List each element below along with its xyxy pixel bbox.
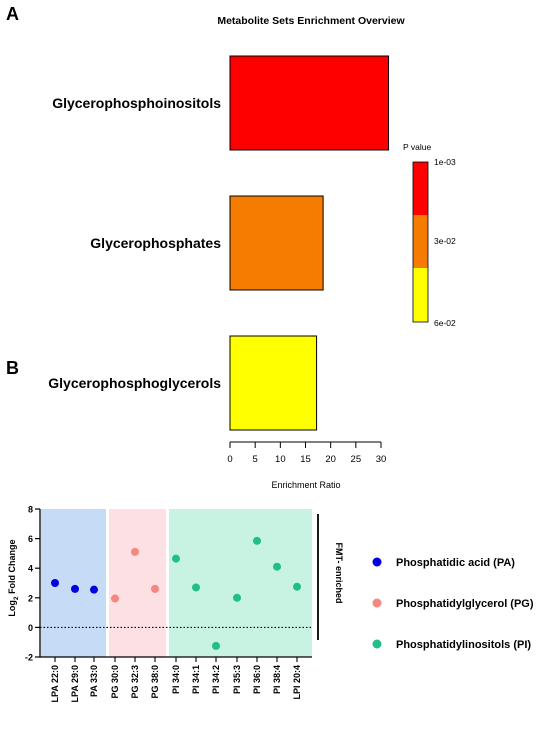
y-tick-label: 6: [28, 534, 33, 544]
x-tick-label: PI 34:0: [171, 665, 181, 694]
legend-marker-pg: [372, 598, 382, 608]
data-point-pi-34-1: [192, 583, 200, 592]
legend-label-pa: Phosphatidic acid (PA): [396, 557, 515, 569]
chart-a-colorbar: 1e-03 3e-02 6e-02: [412, 157, 456, 328]
x-tick-label: PG 30:0: [110, 665, 120, 699]
chart-a-title: Metabolite Sets Enrichment Overview: [217, 15, 405, 27]
category-label: Glycerophosphates: [90, 235, 221, 251]
chart-b-y-axis-title: Log2 Fold Change: [7, 539, 20, 616]
y-tick-label: -2: [25, 653, 33, 663]
colorbar-segment: [413, 162, 428, 215]
legend-marker-pa: [372, 557, 382, 567]
colorbar-segment: [413, 268, 428, 322]
data-point-pi-38-4: [273, 562, 281, 571]
y-tick-label: 2: [28, 593, 33, 603]
colorbar-title: P value: [403, 142, 431, 152]
category-label: Glycerophosphoglycerols: [48, 375, 221, 391]
chart-b-x-axis: LPA 22:0 LPA 29:0 PA 33:0 PG 30:0 PG 32:3 PG …: [40, 656, 312, 703]
data-point-pi-36-0: [253, 536, 261, 545]
group-background-pg: [109, 509, 166, 657]
x-tick-label: 25: [351, 454, 362, 465]
x-tick-label: 20: [325, 454, 336, 465]
bar-glycerophosphoglycerols: [229, 335, 318, 431]
data-point-pi-34-0: [172, 554, 180, 563]
group-background-pi: [169, 509, 312, 657]
x-tick-label: PI 34:1: [191, 665, 201, 694]
colorbar-label: 3e-02: [434, 236, 456, 246]
x-tick-label: PI 36:0: [252, 665, 262, 694]
data-point-pi-34-2: [212, 641, 220, 650]
x-tick-label: LPA 29:0: [70, 665, 80, 703]
chart-a-bars: [229, 55, 390, 431]
chart-a-category-labels: Glycerophosphoinositols Glycerophosphates…: [48, 95, 221, 391]
data-point-pa-33-0: [90, 585, 98, 594]
colorbar-label: 6e-02: [434, 318, 456, 328]
colorbar-segment: [413, 215, 428, 268]
x-tick-label: PA 33:0: [89, 665, 99, 697]
data-point-pg-38-0: [151, 584, 159, 593]
data-point-lpa-22-0: [51, 579, 59, 587]
bar-glycerophosphoinositols: [229, 55, 390, 151]
x-tick-label: PG 38:0: [150, 665, 160, 699]
y-tick-label: 4: [28, 564, 33, 574]
data-point-pg-30-0: [111, 594, 119, 603]
data-point-lpa-29-0: [71, 584, 79, 593]
chart-b-points: [51, 536, 301, 650]
x-tick-label: 30: [376, 454, 387, 465]
x-tick-label: LPI 20:4: [292, 665, 302, 700]
colorbar-label: 1e-03: [434, 157, 456, 167]
panel-b-letter: B: [6, 358, 19, 378]
category-label: Glycerophosphoinositols: [52, 95, 221, 111]
x-tick-label: PI 35:3: [232, 665, 242, 694]
colorbar-frame: [412, 161, 429, 323]
data-point-pi-35-3: [233, 593, 241, 602]
x-tick-label: LPA 22:0: [50, 665, 60, 703]
data-point-pg-32-3: [131, 547, 139, 556]
x-tick-label: PI 34:2: [211, 665, 221, 694]
panel-a-letter: A: [6, 4, 19, 24]
data-point-lpi-20-4: [293, 582, 301, 591]
bar-glycerophosphates: [229, 195, 324, 291]
fmt-bracket-label: FMT- enriched: [334, 542, 344, 603]
chart-b-y-axis: -2 0 2 4 6 8: [25, 505, 41, 663]
x-tick-label: 0: [227, 454, 232, 465]
chart-a-x-axis: 0 5 10 15 20 25 30: [227, 441, 387, 465]
chart-b-legend: Phosphatidic acid (PA) Phosphatidylglycer…: [372, 557, 534, 651]
chart-b-group-backgrounds: [41, 509, 312, 657]
x-tick-label: PG 32:3: [130, 665, 140, 699]
x-tick-label: 15: [300, 454, 311, 465]
x-tick-label: PI 38:4: [272, 665, 282, 694]
x-tick-label: 10: [275, 454, 286, 465]
legend-marker-pi: [372, 639, 382, 649]
y-tick-label: 8: [28, 505, 33, 515]
group-background-pa: [41, 509, 106, 657]
legend-label-pi: Phosphatidylinositols (PI): [396, 639, 531, 651]
legend-label-pg: Phosphatidylglycerol (PG): [396, 598, 534, 610]
y-tick-label: 0: [28, 623, 33, 633]
x-tick-label: 5: [253, 454, 258, 465]
chart-a-x-axis-title: Enrichment Ratio: [271, 480, 340, 490]
